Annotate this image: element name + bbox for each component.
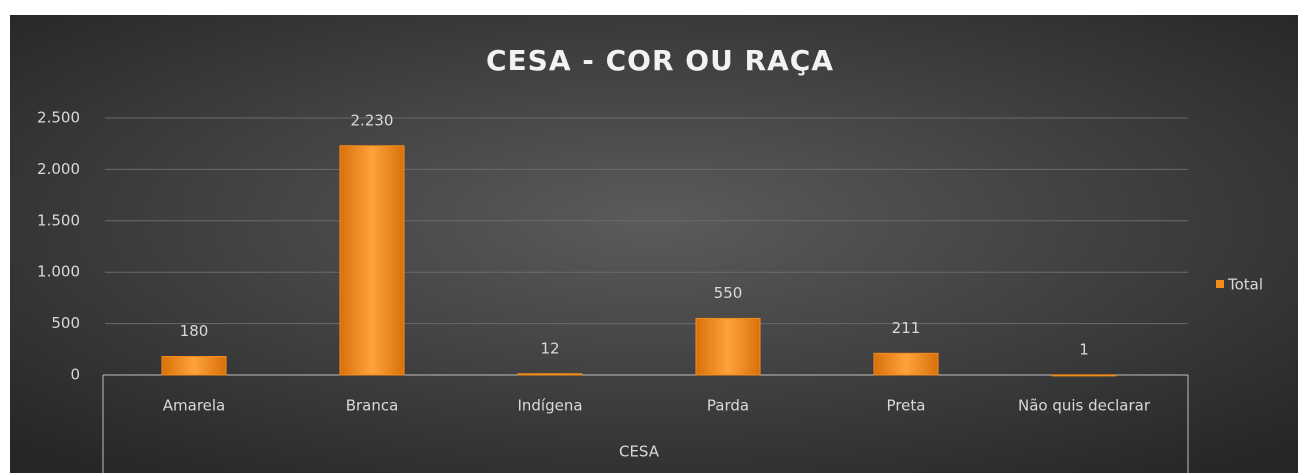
legend-label: Total bbox=[1227, 276, 1263, 294]
y-tick-label: 0 bbox=[70, 366, 80, 384]
legend-swatch bbox=[1216, 280, 1224, 288]
bar bbox=[695, 317, 761, 376]
bar bbox=[339, 145, 405, 376]
y-tick-label: 1.000 bbox=[37, 263, 80, 281]
chart-background bbox=[10, 15, 1298, 473]
data-label: 550 bbox=[714, 284, 743, 302]
y-tick-label: 2.500 bbox=[37, 109, 80, 127]
chart-title: CESA - COR OU RAÇA bbox=[486, 44, 834, 77]
x-tick-label: Parda bbox=[707, 397, 749, 415]
data-label: 211 bbox=[892, 319, 921, 337]
y-tick-label: 1.500 bbox=[37, 211, 80, 229]
data-label: 180 bbox=[180, 322, 209, 340]
x-tick-label: Branca bbox=[346, 397, 399, 415]
group-label: CESA bbox=[619, 443, 660, 461]
x-tick-label: Amarela bbox=[163, 397, 226, 415]
bar bbox=[517, 373, 583, 376]
y-tick-label: 500 bbox=[51, 314, 80, 332]
data-label: 12 bbox=[540, 339, 559, 357]
y-tick-label: 2.000 bbox=[37, 160, 80, 178]
bar bbox=[1051, 374, 1117, 377]
x-tick-label: Preta bbox=[887, 397, 926, 415]
x-tick-label: Não quis declarar bbox=[1018, 397, 1151, 415]
data-label: 2.230 bbox=[351, 111, 394, 129]
bar bbox=[873, 352, 939, 376]
x-tick-label: Indígena bbox=[517, 397, 582, 415]
data-label: 1 bbox=[1079, 340, 1089, 358]
bar bbox=[161, 355, 227, 376]
